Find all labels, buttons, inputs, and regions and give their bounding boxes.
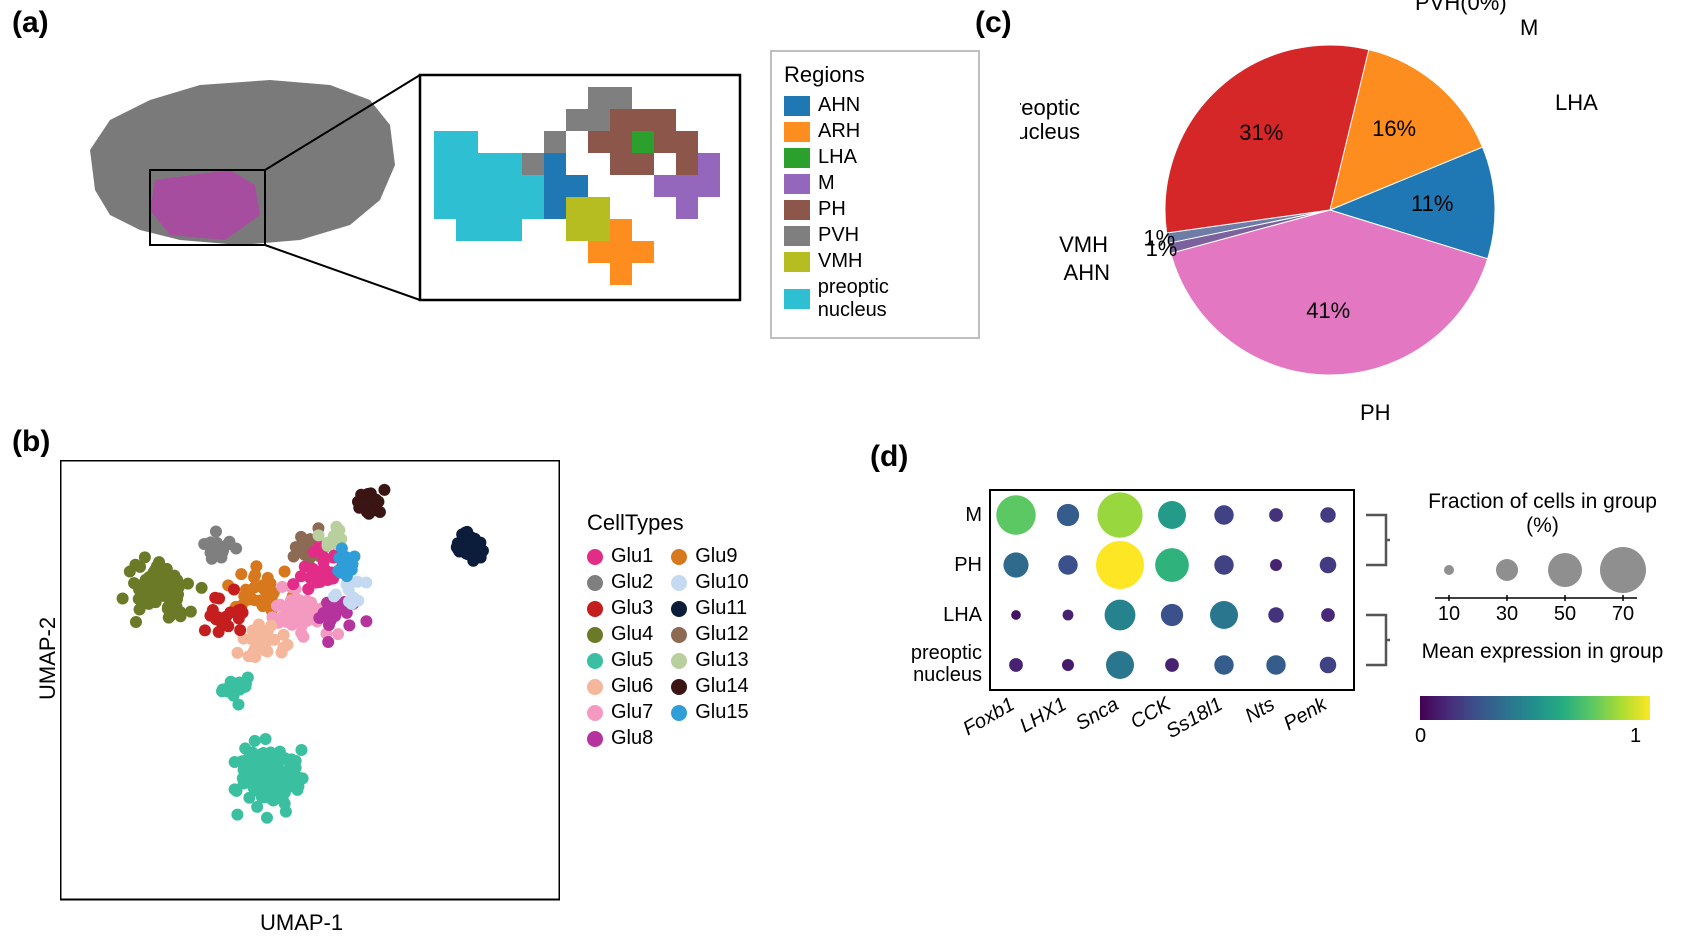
- legend-a-item: preoptic nucleus: [784, 276, 962, 322]
- swatch-dot: [587, 705, 603, 721]
- legend-b-item: Glu8: [587, 727, 653, 750]
- svg-text:41%: 41%: [1306, 298, 1350, 323]
- svg-text:70: 70: [1612, 603, 1634, 625]
- colorbar-max: 1: [1630, 725, 1641, 748]
- svg-text:Nts: Nts: [1242, 693, 1279, 727]
- panel-a-label: (a): [12, 6, 49, 40]
- panel-b-legend: CellTypes Glu1 Glu2 Glu3 Glu4 Glu5 Glu6 Glu7 Gl…: [575, 500, 795, 765]
- svg-text:30: 30: [1496, 603, 1518, 625]
- swatch-dot: [587, 627, 603, 643]
- swatch: [784, 226, 810, 246]
- panel-b-label: (b): [12, 425, 50, 459]
- fraction-legend: 10 30 50 70: [1415, 540, 1675, 630]
- svg-text:preoptic: preoptic: [1020, 95, 1080, 120]
- svg-text:preoptic: preoptic: [911, 642, 982, 664]
- svg-text:11%: 11%: [1411, 191, 1453, 216]
- legend-a-item: VMH: [784, 250, 962, 273]
- swatch-dot: [587, 653, 603, 669]
- svg-text:LHA: LHA: [943, 604, 983, 626]
- svg-text:50: 50: [1554, 603, 1576, 625]
- legend-a-item: AHN: [784, 94, 962, 117]
- legend-a-item: PVH: [784, 224, 962, 247]
- swatch: [784, 148, 810, 168]
- swatch: [784, 252, 810, 272]
- svg-text:M: M: [1520, 15, 1538, 40]
- legend-a-item: LHA: [784, 146, 962, 169]
- legend-b-item: Glu12: [671, 623, 748, 646]
- legend-b-item: Glu15: [671, 701, 748, 724]
- expr-legend-title: Mean expression in group: [1420, 640, 1665, 664]
- panel-a-legend: Regions AHN ARH LHA M PH PVH VMH preoptic nucle…: [770, 50, 980, 339]
- swatch-dot: [671, 705, 687, 721]
- svg-text:PVH(0%): PVH(0%): [1415, 0, 1507, 15]
- svg-text:LHX1: LHX1: [1016, 693, 1070, 737]
- swatch-dot: [587, 731, 603, 747]
- svg-text:Foxb1: Foxb1: [959, 693, 1018, 740]
- swatch: [784, 122, 810, 142]
- swatch-dot: [671, 653, 687, 669]
- legend-b-item: Glu1: [587, 545, 653, 568]
- legend-b-item: Glu6: [587, 675, 653, 698]
- legend-b-item: Glu11: [671, 597, 748, 620]
- panel-d-dotplot: MPHLHApreopticnucleusFoxb1LHX1SncaCCKSs1…: [870, 480, 1390, 790]
- panel-b-svg: [60, 460, 560, 915]
- legend-a-item: M: [784, 172, 962, 195]
- panel-c-label: (c): [975, 6, 1012, 40]
- umap-xlabel: UMAP-1: [260, 910, 343, 936]
- legend-b-item: Glu5: [587, 649, 653, 672]
- legend-b-item: Glu13: [671, 649, 748, 672]
- svg-text:PH: PH: [954, 554, 982, 576]
- swatch-dot: [587, 549, 603, 565]
- umap-ylabel: UMAP-2: [35, 617, 61, 700]
- colorbar-min: 0: [1415, 725, 1426, 748]
- legend-b-title: CellTypes: [587, 510, 779, 536]
- legend-b-item: Glu2: [587, 571, 653, 594]
- panel-c-pie: 16%M11%LHA41%PH1%AHN1%VMH31%preopticnucl…: [1020, 0, 1670, 440]
- svg-text:16%: 16%: [1372, 116, 1416, 141]
- svg-text:Ss18l1: Ss18l1: [1163, 693, 1227, 743]
- swatch: [784, 96, 810, 116]
- svg-text:nucleus: nucleus: [913, 664, 982, 686]
- svg-text:AHN: AHN: [1064, 260, 1110, 285]
- swatch-dot: [587, 601, 603, 617]
- svg-text:nucleus: nucleus: [1020, 119, 1080, 144]
- legend-b-item: Glu14: [671, 675, 748, 698]
- swatch-dot: [671, 679, 687, 695]
- svg-text:M: M: [965, 504, 982, 526]
- swatch-dot: [671, 549, 687, 565]
- legend-b-item: Glu10: [671, 571, 748, 594]
- swatch-dot: [671, 601, 687, 617]
- legend-a-item: PH: [784, 198, 962, 221]
- fraction-legend-title: Fraction of cells in group (%): [1420, 490, 1665, 538]
- legend-b-item: Glu3: [587, 597, 653, 620]
- swatch: [784, 200, 810, 220]
- swatch-dot: [671, 627, 687, 643]
- swatch-dot: [587, 575, 603, 591]
- svg-text:10: 10: [1438, 603, 1460, 625]
- svg-text:VMH: VMH: [1059, 232, 1108, 257]
- swatch: [784, 289, 810, 309]
- swatch: [784, 174, 810, 194]
- svg-text:Penk: Penk: [1280, 693, 1331, 735]
- legend-b-item: Glu9: [671, 545, 748, 568]
- panel-d-label: (d): [870, 440, 908, 474]
- svg-text:LHA: LHA: [1555, 90, 1598, 115]
- panel-a-svg: [50, 30, 750, 350]
- legend-a-item: ARH: [784, 120, 962, 143]
- legend-a-title: Regions: [784, 62, 962, 88]
- swatch-dot: [587, 679, 603, 695]
- legend-b-item: Glu7: [587, 701, 653, 724]
- svg-text:31%: 31%: [1239, 120, 1283, 145]
- legend-b-item: Glu4: [587, 623, 653, 646]
- swatch-dot: [671, 575, 687, 591]
- svg-text:PH: PH: [1360, 400, 1391, 425]
- svg-text:Snca: Snca: [1072, 693, 1122, 735]
- colorbar: [1420, 696, 1650, 720]
- figure-root: (a) (b) (c) (d) Regions AHN ARH LHA M PH PVH V…: [0, 0, 1689, 937]
